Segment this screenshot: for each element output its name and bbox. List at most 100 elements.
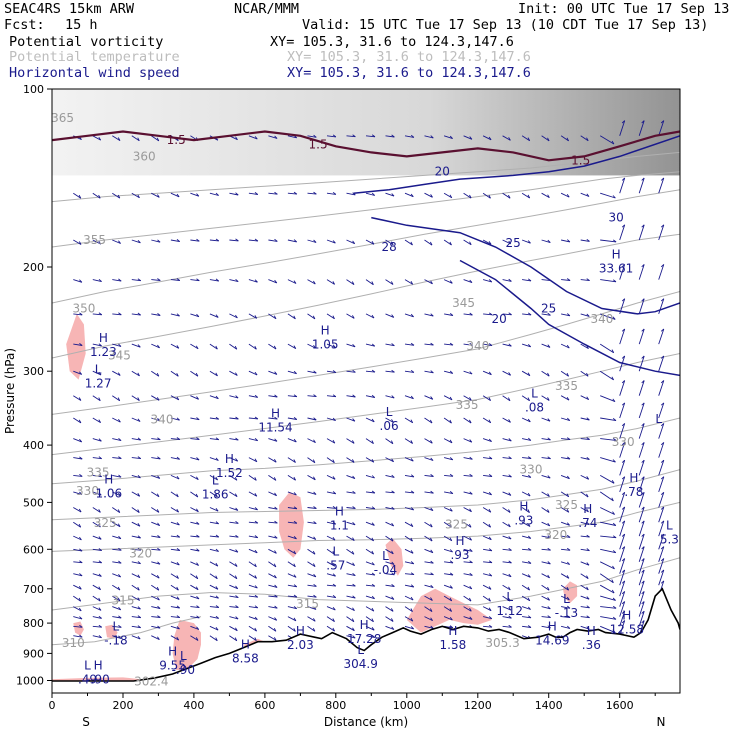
wind-vector-head [352, 240, 356, 244]
wind-vector-head [586, 193, 590, 197]
wind-vector [209, 475, 218, 481]
wind-vector-head [547, 522, 551, 527]
wind-vector-head [430, 474, 434, 477]
extremum-value: 17.28 [347, 632, 381, 646]
wind-vector-head [79, 560, 83, 564]
wind-vector-head [293, 239, 297, 243]
wind-vector-head [98, 624, 103, 628]
wind-vector-head [274, 594, 278, 598]
extremum-value: 5.3 [660, 533, 679, 547]
wind-vector-head [410, 313, 414, 318]
wind-vector [600, 595, 616, 601]
wind-vector [268, 595, 278, 598]
wind-vector-head [157, 522, 161, 526]
wind-vector-head [371, 583, 376, 587]
wind-vector [307, 573, 317, 578]
wind-vector [463, 573, 473, 576]
extremum-value: 14.69 [535, 634, 569, 648]
wind-vector [248, 417, 258, 420]
wind-vector [521, 192, 530, 199]
extremum-value: 304.9 [344, 657, 378, 671]
wind-vector-head [547, 372, 550, 377]
wind-vector-head [430, 572, 434, 576]
wind-vector [287, 584, 297, 588]
y-tick-label: 400 [23, 439, 44, 452]
wind-vector [151, 438, 161, 441]
wind-vector [385, 192, 395, 197]
extremum-type: H [94, 658, 103, 672]
wind-vector [92, 135, 101, 141]
wind-vector-head [547, 615, 551, 618]
wind-vector [307, 521, 317, 525]
wind-vector-head [215, 238, 220, 242]
theta-contour-360 [52, 151, 680, 203]
wind-vector [502, 457, 512, 460]
wind-vector-head [176, 278, 181, 281]
wind-vector [73, 343, 83, 346]
wind-vector-head [157, 437, 161, 441]
wind-vector-head [118, 474, 122, 478]
wind-vector-head [352, 562, 355, 566]
wind-vector [307, 343, 316, 349]
wind-vector [443, 438, 453, 444]
theta-contour-335 [52, 353, 680, 456]
wind-vector-head [612, 438, 617, 441]
wind-vector-head [176, 596, 180, 600]
wind-vector [131, 606, 141, 610]
wind-vector-head [293, 550, 297, 555]
wind-vector [190, 279, 200, 282]
wind-vector [248, 535, 258, 539]
wind-vector [92, 370, 102, 376]
wind-vector-head [410, 474, 415, 478]
wind-vector-head [98, 312, 103, 316]
wind-vector-head [621, 120, 626, 124]
x-axis-label: Distance (km) [324, 715, 408, 729]
wind-vector [287, 616, 297, 622]
wind-vector-head [78, 586, 82, 590]
wind-vector [326, 535, 336, 541]
wind-vector [541, 192, 550, 198]
wind-vector [131, 573, 141, 579]
wind-vector [131, 239, 141, 244]
wind-vector-head [430, 597, 433, 601]
wind-vector [600, 239, 617, 243]
wind-vector [463, 521, 472, 528]
wind-vector-head [371, 394, 376, 398]
wind-vector-head [612, 239, 617, 243]
wind-vector [326, 548, 335, 555]
wind-vector-head [429, 241, 433, 246]
wind-vector [151, 279, 161, 281]
wind-vector-head [215, 595, 219, 599]
wind-vector [287, 279, 297, 284]
wind-vector [600, 279, 617, 283]
wind-vector [541, 313, 551, 316]
wind-vector [307, 625, 316, 632]
wind-vector-head [293, 606, 297, 610]
wind-vector [229, 521, 239, 524]
wind-vector [463, 313, 473, 316]
wind-vector-head [641, 533, 645, 537]
wind-vector-head [118, 635, 122, 639]
wind-vector-head [176, 575, 179, 579]
wind-vector [307, 239, 317, 243]
wind-vector [385, 595, 395, 600]
wind-vector [619, 120, 626, 136]
wind-vector [404, 279, 413, 285]
extremum-type: L [666, 519, 673, 533]
wind-vector [541, 625, 551, 629]
wind-vector-head [449, 370, 454, 374]
wind-vector-head [547, 493, 550, 497]
wind-vector [326, 313, 335, 320]
wind-vector-head [621, 569, 626, 573]
wind-vector [209, 239, 219, 242]
wind-vector-head [547, 312, 551, 316]
wind-vector-head [98, 615, 102, 619]
wind-vector [268, 417, 278, 420]
wind-vector [287, 548, 296, 555]
wind-vector-head [254, 594, 259, 598]
wind-vector [502, 584, 511, 591]
wind-vector-head [254, 575, 257, 579]
wind-vector [326, 192, 336, 195]
wind-vector [404, 561, 414, 565]
wind-vector-head [660, 177, 665, 181]
